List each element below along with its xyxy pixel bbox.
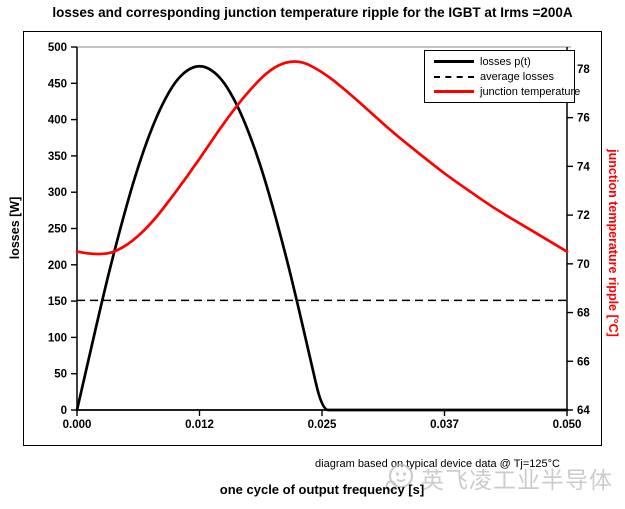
y-left-tick-label: 150 xyxy=(48,296,67,308)
y-right-tick-label: 70 xyxy=(577,259,590,271)
legend-box: losses p(t) average losses junction temp… xyxy=(424,50,580,103)
solid-black-line-sample xyxy=(434,60,474,63)
x-tick-label: 0.050 xyxy=(553,419,582,431)
footer-note: diagram based on typical device data @ T… xyxy=(315,458,560,470)
x-tick-label: 0.037 xyxy=(430,419,459,431)
y-left-tick-label: 450 xyxy=(48,78,67,90)
legend-label: junction temperature xyxy=(480,85,581,98)
chart-title: losses and corresponding junction temper… xyxy=(52,5,573,20)
y-left-tick-label: 250 xyxy=(48,224,67,236)
losses-curve xyxy=(75,64,569,412)
legend-label: average losses xyxy=(480,70,554,83)
y-right-tick-label: 64 xyxy=(577,405,590,417)
x-tick-label: 0.012 xyxy=(185,419,214,431)
legend-item-average-losses: average losses xyxy=(425,71,574,83)
y-left-tick-label: 200 xyxy=(48,260,67,272)
y-left-tick-label: 300 xyxy=(48,187,67,199)
solid-red-line-sample xyxy=(434,90,474,93)
y-left-tick-label: 500 xyxy=(48,42,67,54)
x-axis-title: one cycle of output frequency [s] xyxy=(219,482,425,497)
y-left-tick-label: 100 xyxy=(48,332,67,344)
y-right-tick-label: 76 xyxy=(577,113,590,125)
y-right-tick-label: 68 xyxy=(577,308,590,320)
legend-label: losses p(t) xyxy=(480,55,531,68)
y-right-tick-label: 74 xyxy=(577,161,590,173)
y-left-tick-label: 400 xyxy=(48,115,67,127)
x-tick-label: 0.000 xyxy=(63,419,92,431)
legend-item-losses: losses p(t) xyxy=(425,56,574,68)
y-left-tick-label: 350 xyxy=(48,151,67,163)
y-right-tick-label: 66 xyxy=(577,356,590,368)
junction-temperature-curve xyxy=(75,60,569,256)
legend-item-junction-temperature: junction temperature xyxy=(425,86,580,98)
y-left-tick-label: 0 xyxy=(61,405,67,417)
dashed-black-line-sample xyxy=(434,75,474,78)
y-right-axis-title: junction temperature ripple [°C] xyxy=(606,149,620,337)
y-left-tick-label: 50 xyxy=(54,369,67,381)
y-right-tick-label: 72 xyxy=(577,210,590,222)
x-tick-label: 0.025 xyxy=(308,419,337,431)
y-right-tick-label: 78 xyxy=(577,64,590,76)
